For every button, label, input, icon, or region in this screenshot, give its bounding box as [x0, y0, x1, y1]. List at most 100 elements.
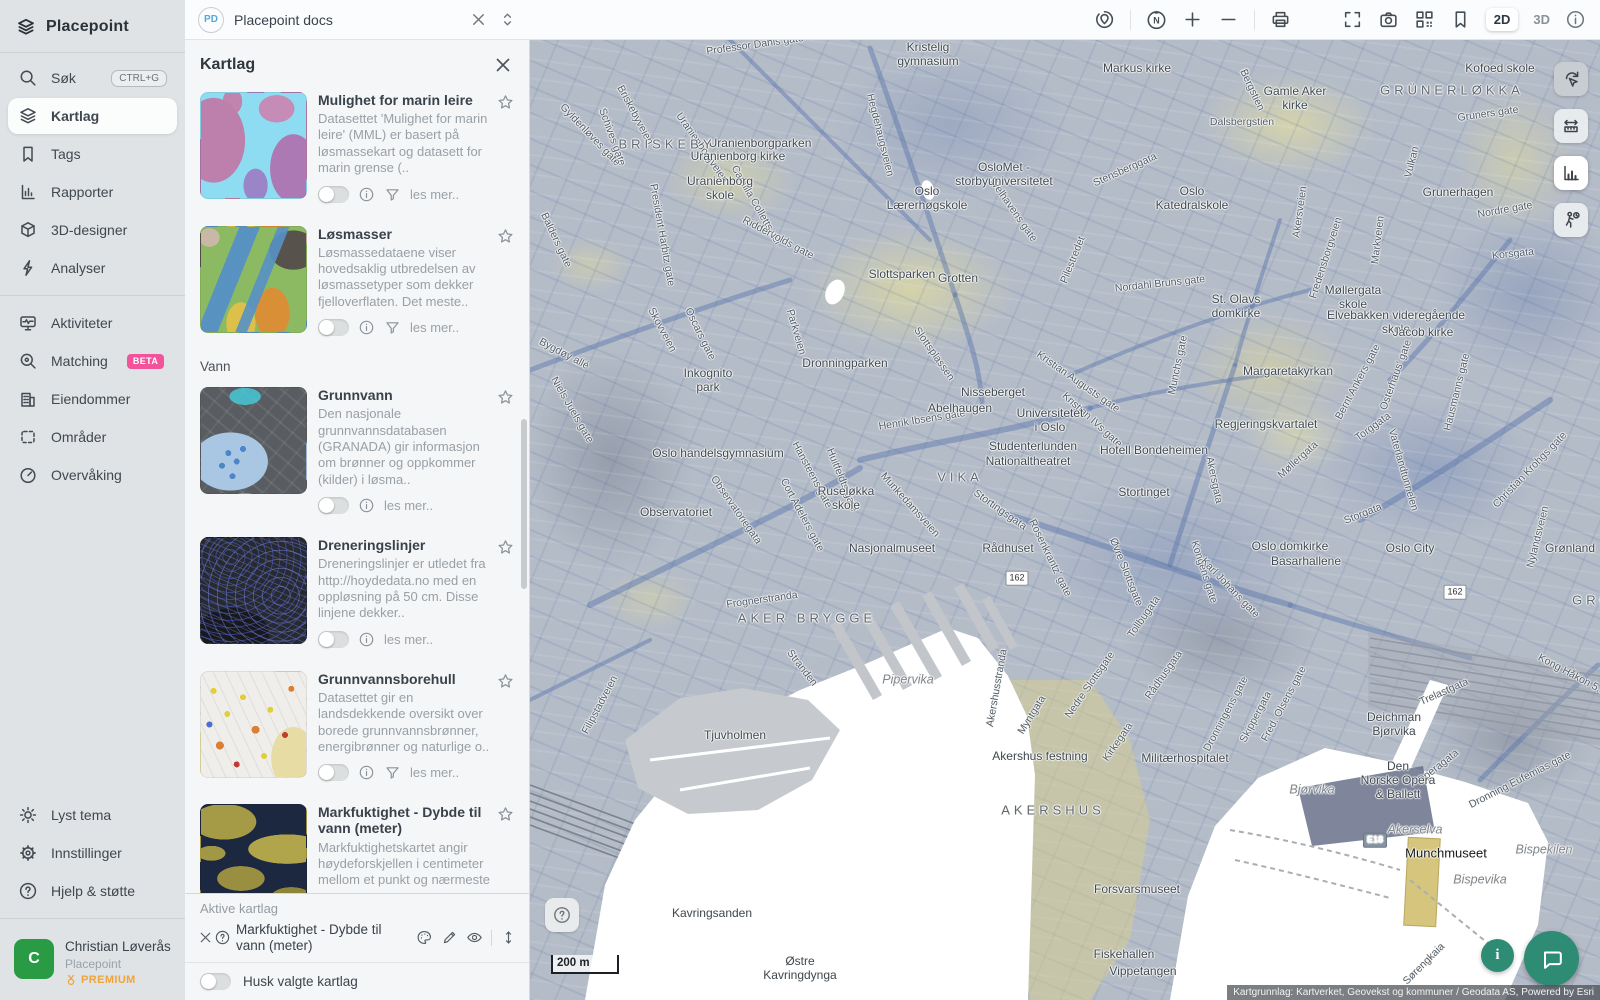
info-icon[interactable] [358, 631, 375, 648]
app-logo[interactable]: Placepoint [0, 0, 185, 50]
map-label: Tjuvholmen [703, 727, 767, 742]
layer-title: Grunnvannsborehull [318, 670, 456, 687]
printer-icon[interactable] [1270, 9, 1291, 30]
info-icon[interactable] [1565, 9, 1586, 30]
layer-question-icon[interactable] [214, 929, 231, 946]
sidebar-item-matching[interactable]: Matching BETA [8, 343, 177, 379]
layer-toggle[interactable] [318, 497, 349, 515]
map-label: Deichman Bjørvika [1366, 709, 1422, 738]
search-input[interactable]: Placepoint docs [234, 11, 333, 28]
map-label: Bispevika [1453, 872, 1507, 887]
fullscreen-icon[interactable] [1342, 9, 1363, 30]
read-more-link[interactable]: les mer.. [410, 765, 460, 781]
layer-description: Datasettet gir en landsdekkende oversikt… [318, 689, 490, 754]
layer-controls: les mer.. [318, 764, 494, 782]
info-icon[interactable] [358, 764, 375, 781]
layer-toggle[interactable] [318, 185, 349, 203]
rotate-select-button[interactable] [1554, 62, 1588, 96]
chat-button[interactable] [1524, 931, 1579, 986]
zoom-in-icon[interactable] [1182, 9, 1203, 30]
map-label: Nisseberget [960, 384, 1026, 399]
layer-toggle[interactable] [318, 764, 349, 782]
layer-thumbnail[interactable] [200, 537, 307, 645]
document-search[interactable]: PD Placepoint docs [185, 6, 530, 33]
layer-card-body: Grunnvann Den nasjonale grunnvannsdatabas… [318, 387, 514, 515]
layer-toggle[interactable] [318, 630, 349, 648]
visibility-eye-icon[interactable] [1306, 9, 1327, 30]
layer-thumbnail[interactable] [200, 387, 307, 495]
map-info-button[interactable]: i [1481, 939, 1514, 972]
map-canvas[interactable]: Professor Dahls gate Briskebyveien Uranien… [530, 40, 1600, 1000]
map-pin-circle-icon[interactable] [1094, 9, 1115, 30]
compass-north-icon[interactable] [1146, 9, 1167, 30]
layer-thumbnail[interactable] [200, 804, 307, 893]
filter-icon[interactable] [384, 764, 401, 781]
statistics-button[interactable] [1554, 156, 1588, 190]
bookmark-icon[interactable] [1450, 9, 1471, 30]
remember-layers-toggle[interactable] [200, 973, 231, 990]
layer-thumbnail[interactable] [200, 92, 307, 199]
eye-icon[interactable] [466, 929, 483, 946]
favorite-star-icon[interactable] [497, 673, 514, 690]
favorite-star-icon[interactable] [497, 806, 514, 823]
sidebar-item-rapporter[interactable]: Rapporter [8, 174, 177, 210]
read-more-link[interactable]: les mer.. [410, 320, 460, 336]
favorite-star-icon[interactable] [497, 94, 514, 111]
map-label: Grønland [1544, 540, 1596, 555]
read-more-link[interactable]: les mer.. [410, 186, 460, 202]
layer-toggle[interactable] [318, 319, 349, 337]
sidebar-item-overvaking[interactable]: Overvåking [8, 457, 177, 493]
map-label: Studenterlunden [988, 438, 1078, 453]
layer-thumbnail[interactable] [200, 225, 307, 333]
sidebar-item-sok[interactable]: Søk CTRL+G [8, 60, 177, 96]
qr-grid-icon[interactable] [1414, 9, 1435, 30]
info-icon[interactable] [358, 186, 375, 203]
remove-layer-icon[interactable] [197, 929, 214, 946]
map-label: Grunerhagen [1422, 184, 1494, 199]
screenshot-camera-icon[interactable] [1378, 9, 1399, 30]
info-icon[interactable] [358, 319, 375, 336]
map-label: Uranienborg skole [686, 173, 754, 202]
close-icon[interactable] [469, 10, 488, 29]
help-button[interactable] [545, 898, 579, 932]
map-label: Dalsbergstien [1209, 115, 1275, 128]
favorite-star-icon[interactable] [497, 389, 514, 406]
palette-icon[interactable] [416, 929, 433, 946]
map-label: Dronningparken [802, 355, 888, 370]
filter-icon[interactable] [384, 319, 401, 336]
filter-icon[interactable] [384, 186, 401, 203]
sidebar-item-innstillinger[interactable]: Innstillinger [8, 835, 177, 871]
map-label: Hausmanns gate [1441, 351, 1473, 432]
sidebar-item-omrader[interactable]: Områder [8, 419, 177, 455]
sidebar-item-aktiviteter[interactable]: Aktiviteter [8, 305, 177, 341]
view-3d-button[interactable]: 3D [1533, 12, 1550, 27]
travel-time-button[interactable] [1554, 203, 1588, 237]
layers-panel: Kartlag Mulighet for marin leire Datasett… [185, 40, 530, 1000]
favorite-star-icon[interactable] [497, 539, 514, 556]
read-more-link[interactable]: les mer.. [384, 631, 434, 647]
close-panel-icon[interactable] [492, 54, 514, 76]
sidebar-item-hjelp[interactable]: Hjelp & støtte [8, 873, 177, 909]
sidebar-item-designer3d[interactable]: 3D-designer [8, 212, 177, 248]
read-more-link[interactable]: les mer.. [384, 498, 434, 514]
view-2d-button[interactable]: 2D [1485, 8, 1519, 31]
sidebar-item-kartlag[interactable]: Kartlag [8, 98, 177, 134]
panel-scrollbar[interactable] [521, 86, 527, 918]
map-label: Pilestredet [1057, 234, 1088, 286]
sidebar-item-tags[interactable]: Tags [8, 136, 177, 172]
user-profile[interactable]: C Christian Løverås Placepoint PREMIUM [0, 927, 185, 1000]
map-label: Nasjonalmuseet [848, 540, 936, 555]
pen-icon[interactable] [441, 929, 458, 946]
zoom-out-icon[interactable] [1218, 9, 1239, 30]
measure-button[interactable] [1554, 109, 1588, 143]
sidebar-item-lystema[interactable]: Lyst tema [8, 797, 177, 833]
sidebar-item-eiendommer[interactable]: Eiendommer [8, 381, 177, 417]
map-label: Stensberggata [1091, 150, 1159, 190]
reorder-icon[interactable] [500, 929, 517, 946]
sidebar-item-analyser[interactable]: Analyser [8, 250, 177, 286]
info-icon[interactable] [358, 497, 375, 514]
layer-card-body: Mulighet for marin leire Datasettet 'Muli… [318, 92, 514, 203]
layer-thumbnail[interactable] [200, 670, 307, 778]
unfold-icon[interactable] [498, 10, 517, 29]
favorite-star-icon[interactable] [497, 228, 514, 245]
